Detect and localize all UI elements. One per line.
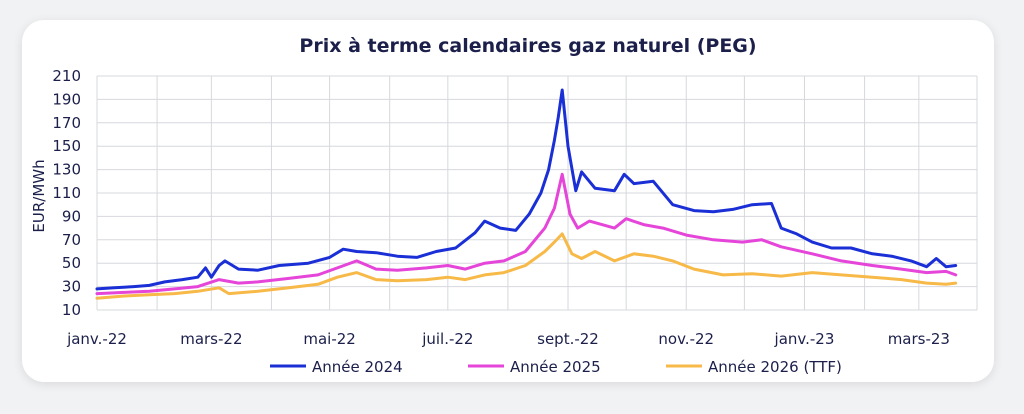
y-tick-label: 170 [52, 114, 81, 132]
y-tick-label: 150 [52, 137, 81, 155]
series-line-3 [95, 232, 958, 300]
grid-layer [96, 75, 978, 311]
legend-label: Année 2024 [312, 358, 403, 376]
y-tick-label: 10 [62, 301, 81, 319]
series-line-2 [95, 172, 958, 296]
x-tick-label: sept.-22 [537, 330, 599, 348]
y-tick-label: 190 [52, 90, 81, 108]
x-tick-label: mars-23 [888, 330, 950, 348]
y-tick-label: 90 [62, 207, 81, 225]
y-tick-label: 30 [62, 278, 81, 296]
chart-title: Prix à terme calendaires gaz naturel (PE… [299, 35, 756, 57]
legend-label: Année 2026 (TTF) [708, 358, 842, 376]
x-tick-label: nov.-22 [658, 330, 714, 348]
legend-label: Année 2025 [510, 358, 601, 376]
x-tick-label: janv.-23 [774, 330, 835, 348]
y-tick-label: 50 [62, 254, 81, 272]
legend: Année 2024 Année 2025 Année 2026 (TTF) [270, 358, 842, 376]
y-tick-label: 110 [52, 184, 81, 202]
x-tick-label: juil.-22 [421, 330, 473, 348]
y-tick-label: 130 [52, 161, 81, 179]
y-tick-label: 70 [62, 231, 81, 249]
y-tick-layer: 210 190 170 150 130 110 90 70 50 30 10 [52, 67, 81, 319]
series-line-1 [95, 88, 958, 291]
x-tick-label: mars-22 [180, 330, 242, 348]
y-axis-label: EUR/MWh [30, 159, 48, 232]
x-tick-label: janv.-22 [66, 330, 127, 348]
y-tick-label: 210 [52, 67, 81, 85]
x-tick-layer: janv.-22 mars-22 mai-22 juil.-22 sept.-22 nov… [66, 330, 950, 348]
x-tick-label: mai-22 [303, 330, 355, 348]
series-layer [95, 88, 958, 300]
